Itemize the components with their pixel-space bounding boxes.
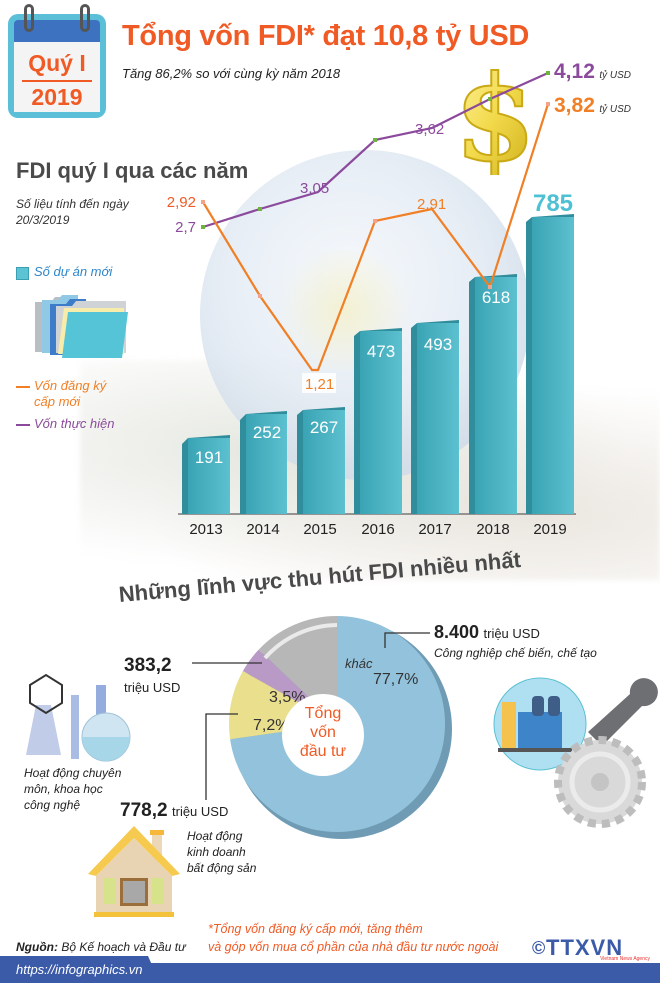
svg-text:2015: 2015 [303, 521, 336, 538]
bar-2016 [354, 328, 402, 514]
footer-url-link[interactable]: https://infographics.vn [16, 962, 143, 977]
line-disbursed [202, 71, 549, 229]
realestate-amount: 778,2 triệu USD [120, 800, 229, 821]
bar-2018 [469, 274, 517, 514]
manufacturing-amount: 8.400 triệu USD [434, 622, 540, 642]
svg-text:252: 252 [253, 423, 281, 442]
legend-line-disbursed [16, 424, 30, 426]
svg-text:7,2%: 7,2% [253, 717, 289, 734]
calendar-header [14, 20, 100, 42]
svg-text:3,5%: 3,5% [269, 689, 305, 706]
calendar-ring-left [24, 4, 34, 32]
svg-text:267: 267 [310, 418, 338, 437]
bar-2015 [297, 407, 345, 514]
svg-text:2018: 2018 [476, 521, 509, 538]
source-note: Nguồn: Bộ Kế hoạch và Đầu tư [16, 940, 186, 954]
chart-title: FDI quý I qua các năm [16, 158, 249, 183]
ttxvn-logo: TTXVN Vietnam News Agency [546, 935, 650, 963]
calendar-page [14, 42, 100, 112]
page-subtitle: Tăng 86,2% so với cùng kỳ năm 2018 [122, 66, 341, 81]
svg-text:2017: 2017 [418, 521, 451, 538]
line-registered [202, 103, 550, 372]
legend-label-projects: Số dự án mới [34, 264, 113, 279]
svg-text:493: 493 [424, 335, 452, 354]
svg-text:77,7%: 77,7% [373, 671, 418, 688]
svg-text:2013: 2013 [189, 521, 222, 538]
fdi-combo-chart: 2,92 2,7 3,05 3,62 2,91 1,21 191 252 267… [167, 71, 576, 538]
registered-2019-label: 3,82 tỷ USD [554, 94, 631, 117]
copyright-icon: © [532, 938, 546, 958]
svg-text:1,21: 1,21 [305, 376, 334, 393]
bar-2013 [182, 435, 230, 514]
calendar-ring-right [80, 4, 90, 32]
legend-label-disbursed: Vốn thực hiện [34, 416, 115, 431]
calendar-divider [22, 80, 92, 82]
laboratory-icon [26, 673, 131, 762]
svg-text:2,7: 2,7 [175, 219, 196, 236]
svg-text:2016: 2016 [361, 521, 394, 538]
other-label: khác [345, 656, 373, 671]
realestate-label: Hoạt động kinh doanh bất động sản [187, 829, 257, 875]
bar-2014 [240, 411, 287, 514]
svg-text:2014: 2014 [246, 521, 279, 538]
svg-text:2,91: 2,91 [417, 196, 446, 213]
calendar-year: 2019 [31, 84, 83, 110]
legend-swatch-projects [16, 267, 29, 280]
svg-text:3,62: 3,62 [415, 121, 444, 138]
svg-text:3,05: 3,05 [300, 180, 329, 197]
svg-text:785: 785 [533, 190, 573, 217]
dollar-sign-icon: $ [453, 60, 537, 175]
disbursed-2019-label: 4,12 tỷ USD [554, 60, 631, 83]
bar-2019 [526, 214, 574, 514]
footnote: *Tổng vốn đăng ký cấp mới, tăng thêm và … [208, 922, 499, 954]
pie-center-label: Tổng vốn đầu tư [282, 694, 364, 776]
leader-lines [192, 632, 430, 800]
svg-text:618: 618 [482, 288, 510, 307]
svg-text:191: 191 [195, 448, 223, 467]
svg-text:2,92: 2,92 [167, 194, 196, 211]
factory-gear-icon [493, 677, 658, 828]
svg-text:473: 473 [367, 342, 395, 361]
svg-text:$: $ [454, 60, 536, 175]
manufacturing-label: Công nghiệp chế biến, chế tạo [434, 646, 597, 660]
footer-tab [0, 956, 160, 983]
calendar-quarter: Quý I [28, 50, 86, 76]
science-label: Hoạt động chuyên môn, khoa học công nghệ [24, 766, 122, 812]
svg-text:2019: 2019 [533, 521, 566, 538]
chart-note: Số liệu tính đến ngày 20/3/2019 [16, 197, 129, 227]
bar-2017 [411, 320, 459, 514]
folder-icon [35, 295, 128, 358]
science-amount: 383,2 [124, 655, 172, 676]
page-title: Tổng vốn FDI* đạt 10,8 tỷ USD [122, 20, 530, 52]
legend-line-registered [16, 386, 30, 388]
house-icon [88, 826, 180, 917]
legend-label-registered: Vốn đăng ký cấp mới [34, 378, 107, 409]
footer-bar [0, 963, 660, 983]
science-unit: triệu USD [124, 680, 181, 695]
